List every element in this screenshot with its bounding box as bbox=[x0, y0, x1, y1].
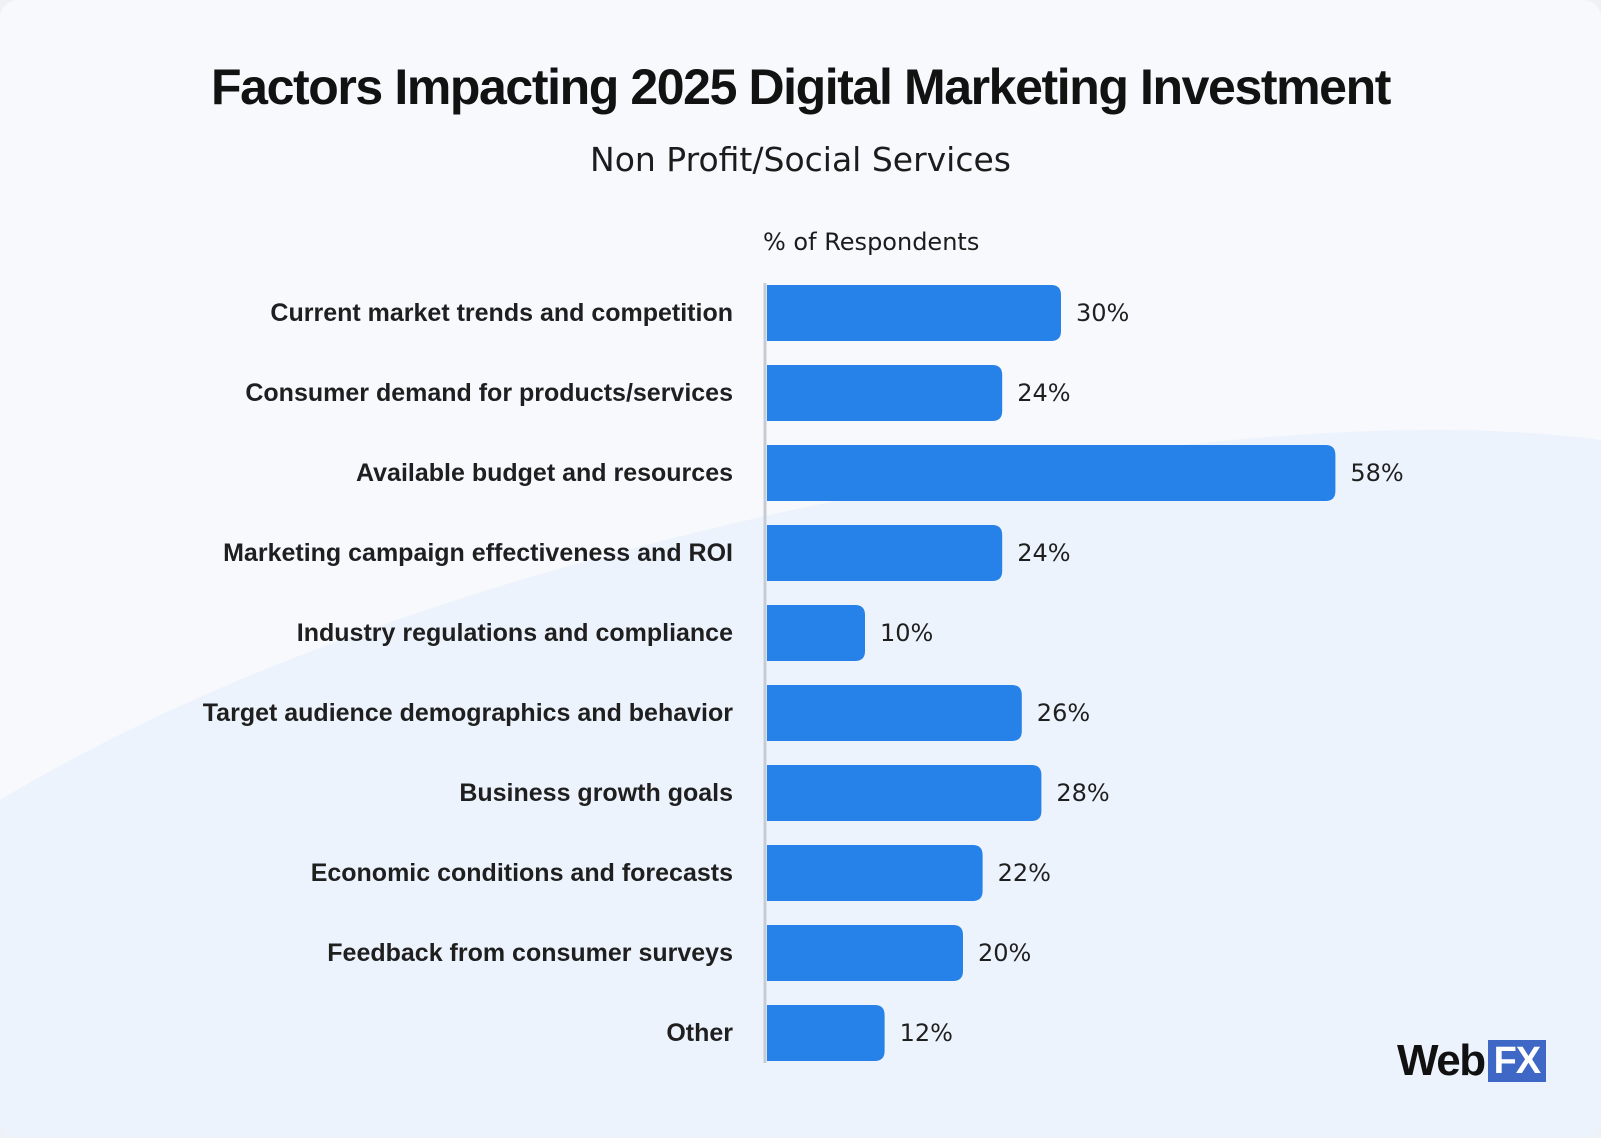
bar bbox=[767, 365, 1003, 421]
bar bbox=[767, 285, 1061, 341]
category-label: Available budget and resources bbox=[356, 459, 733, 487]
x-axis-title: % of Respondents bbox=[763, 228, 980, 256]
category-label: Target audience demographics and behavio… bbox=[203, 699, 733, 727]
bar bbox=[767, 685, 1022, 741]
value-label: 24% bbox=[1017, 539, 1070, 567]
category-label: Other bbox=[666, 1019, 733, 1047]
bar bbox=[767, 765, 1042, 821]
category-label: Current market trends and competition bbox=[270, 299, 733, 327]
value-label: 24% bbox=[1017, 379, 1070, 407]
value-label: 28% bbox=[1056, 779, 1109, 807]
logo-mark: FX bbox=[1487, 1040, 1547, 1082]
value-label: 20% bbox=[978, 939, 1031, 967]
category-label: Marketing campaign effectiveness and ROI bbox=[223, 539, 733, 567]
value-label: 12% bbox=[900, 1019, 953, 1047]
bar bbox=[767, 845, 983, 901]
chart-title: Factors Impacting 2025 Digital Marketing… bbox=[211, 59, 1391, 115]
value-label: 58% bbox=[1350, 459, 1403, 487]
bar bbox=[767, 1005, 885, 1061]
chart-subtitle: Non Profit/Social Services bbox=[590, 140, 1011, 179]
category-label: Consumer demand for products/services bbox=[245, 379, 733, 407]
webfx-logo: Web FX bbox=[1397, 1036, 1547, 1086]
value-label: 22% bbox=[998, 859, 1051, 887]
bar bbox=[767, 605, 865, 661]
logo-word: Web bbox=[1397, 1036, 1486, 1085]
bar bbox=[767, 925, 963, 981]
category-label: Economic conditions and forecasts bbox=[311, 859, 733, 887]
category-label: Industry regulations and compliance bbox=[297, 619, 733, 647]
category-label: Feedback from consumer surveys bbox=[327, 939, 733, 967]
value-label: 10% bbox=[880, 619, 933, 647]
bar bbox=[767, 445, 1336, 501]
value-label: 30% bbox=[1076, 299, 1129, 327]
bar bbox=[767, 525, 1003, 581]
value-label: 26% bbox=[1037, 699, 1090, 727]
category-label: Business growth goals bbox=[459, 779, 733, 807]
